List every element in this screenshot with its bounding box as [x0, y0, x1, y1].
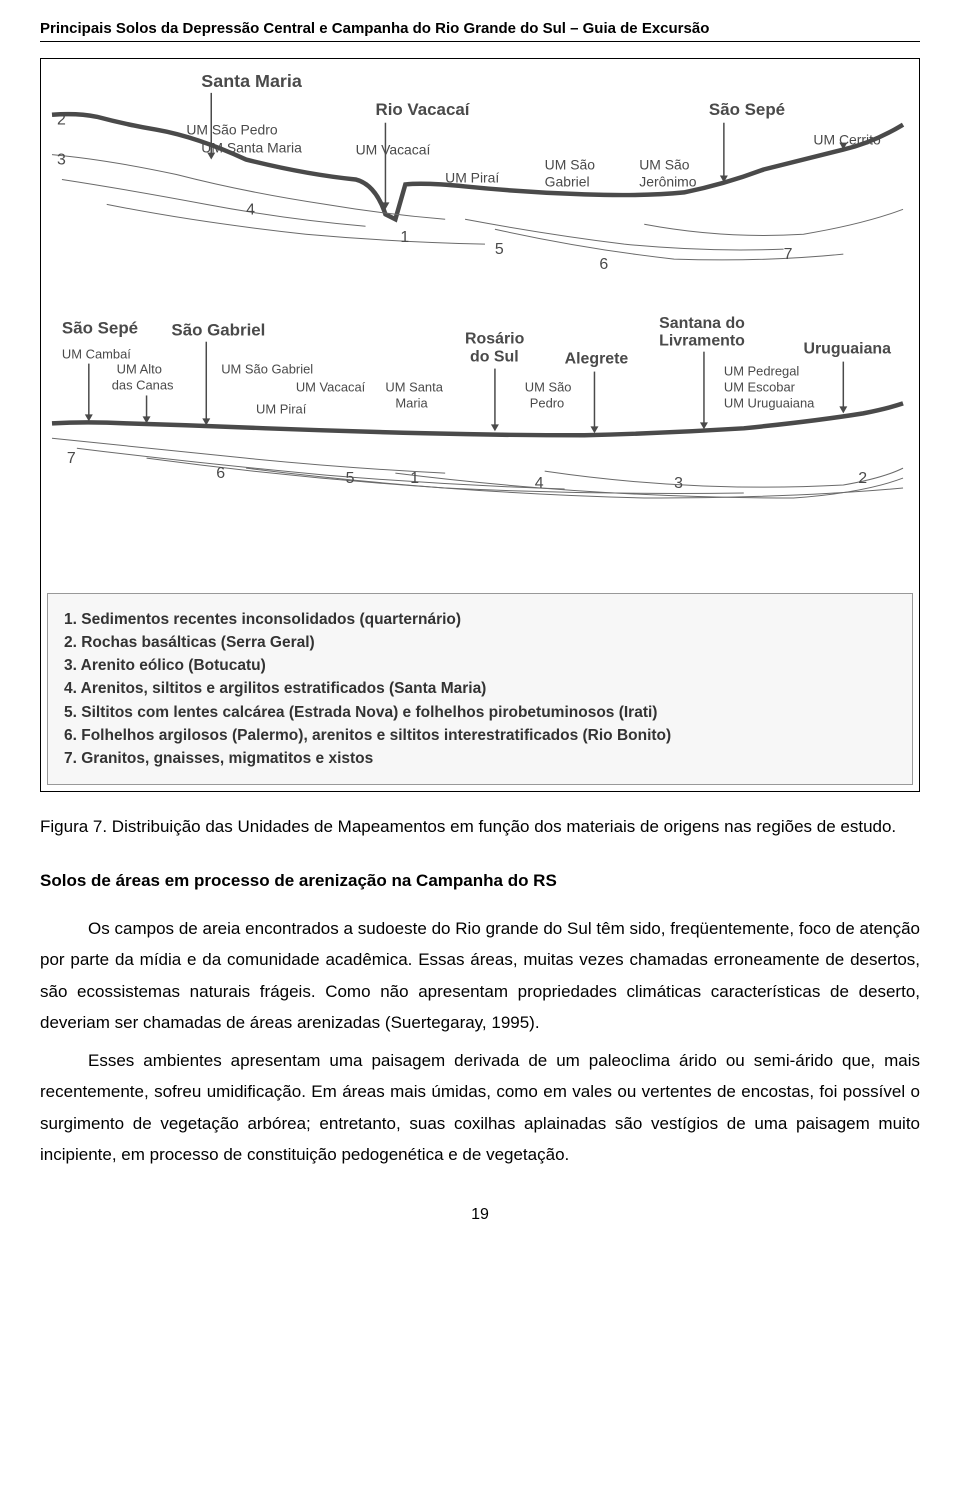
legend-item: 5. Siltitos com lentes calcárea (Estrada… [64, 701, 896, 724]
svg-text:5: 5 [495, 241, 504, 258]
svg-text:UM Piraí: UM Piraí [445, 169, 499, 185]
svg-text:6: 6 [216, 465, 225, 482]
svg-text:Uruguaiana: Uruguaiana [803, 341, 891, 358]
svg-text:São Sepé: São Sepé [62, 319, 138, 338]
svg-text:Rio Vacacaí: Rio Vacacaí [375, 100, 470, 119]
svg-text:UM São: UM São [545, 157, 596, 173]
svg-text:UM Santa: UM Santa [385, 379, 443, 394]
svg-text:do Sul: do Sul [470, 349, 519, 366]
svg-text:UM São Pedro: UM São Pedro [186, 122, 278, 138]
svg-text:6: 6 [599, 256, 608, 273]
svg-text:UM São: UM São [525, 379, 572, 394]
body-paragraph: Esses ambientes apresentam uma paisagem … [40, 1045, 920, 1171]
svg-text:UM Cambaí: UM Cambaí [62, 347, 131, 362]
svg-text:Santa Maria: Santa Maria [201, 71, 303, 91]
figure-caption: Figura 7. Distribuição das Unidades de M… [40, 812, 920, 843]
svg-text:UM Santa Maria: UM Santa Maria [201, 140, 302, 156]
svg-text:Livramento: Livramento [659, 333, 745, 350]
svg-text:São Sepé: São Sepé [709, 100, 785, 119]
legend-item: 3. Arenito eólico (Botucatu) [64, 654, 896, 677]
svg-text:Maria: Maria [395, 395, 428, 410]
svg-text:4: 4 [535, 475, 544, 492]
legend-item: 7. Granitos, gnaisses, migmatitos e xist… [64, 747, 896, 770]
svg-text:UM Uruguaiana: UM Uruguaiana [724, 395, 815, 410]
svg-text:São Gabriel: São Gabriel [171, 321, 265, 340]
svg-text:Rosário: Rosário [465, 331, 525, 348]
page-header: Principais Solos da Depressão Central e … [40, 20, 920, 42]
svg-text:UM São Gabriel: UM São Gabriel [221, 362, 313, 377]
page-number: 19 [40, 1206, 920, 1224]
svg-text:1: 1 [400, 229, 409, 246]
svg-text:UM Piraí: UM Piraí [256, 401, 307, 416]
svg-text:Alegrete: Alegrete [565, 351, 629, 368]
legend-item: 6. Folhelhos argilosos (Palermo), arenit… [64, 724, 896, 747]
figure-7: Santa Maria Rio Vacacaí São Sepé UM São Ped… [40, 58, 920, 792]
svg-text:UM Alto: UM Alto [117, 362, 162, 377]
svg-text:UM Vacacaí: UM Vacacaí [296, 379, 366, 394]
svg-text:7: 7 [67, 450, 76, 467]
svg-text:Jerônimo: Jerônimo [639, 173, 697, 189]
section-heading: Solos de áreas em processo de arenização… [40, 871, 920, 891]
legend-item: 4. Arenitos, siltitos e argilitos estrat… [64, 677, 896, 700]
body-paragraph: Os campos de areia encontrados a sudoest… [40, 913, 920, 1039]
svg-text:Santana do: Santana do [659, 315, 745, 332]
legend-item: 1. Sedimentos recentes inconsolidados (q… [64, 608, 896, 631]
svg-text:2: 2 [57, 112, 66, 129]
svg-text:1: 1 [410, 470, 419, 487]
svg-text:3: 3 [674, 475, 683, 492]
body-text-container: Os campos de areia encontrados a sudoest… [40, 913, 920, 1171]
legend-box: 1. Sedimentos recentes inconsolidados (q… [47, 593, 913, 786]
svg-text:UM Cerrito: UM Cerrito [813, 132, 881, 148]
svg-text:das Canas: das Canas [112, 377, 174, 392]
svg-text:4: 4 [246, 201, 255, 218]
svg-text:Gabriel: Gabriel [545, 173, 590, 189]
legend-item: 2. Rochas basálticas (Serra Geral) [64, 631, 896, 654]
svg-text:UM Vacacaí: UM Vacacaí [356, 142, 431, 158]
svg-text:7: 7 [784, 246, 793, 263]
svg-text:3: 3 [57, 152, 66, 169]
soil-profile-diagram: Santa Maria Rio Vacacaí São Sepé UM São Ped… [47, 65, 913, 583]
svg-text:UM Pedregal: UM Pedregal [724, 364, 799, 379]
svg-text:2: 2 [858, 470, 867, 487]
svg-text:UM Escobar: UM Escobar [724, 379, 796, 394]
svg-text:Pedro: Pedro [530, 395, 564, 410]
svg-text:UM São: UM São [639, 157, 690, 173]
svg-text:5: 5 [346, 470, 355, 487]
